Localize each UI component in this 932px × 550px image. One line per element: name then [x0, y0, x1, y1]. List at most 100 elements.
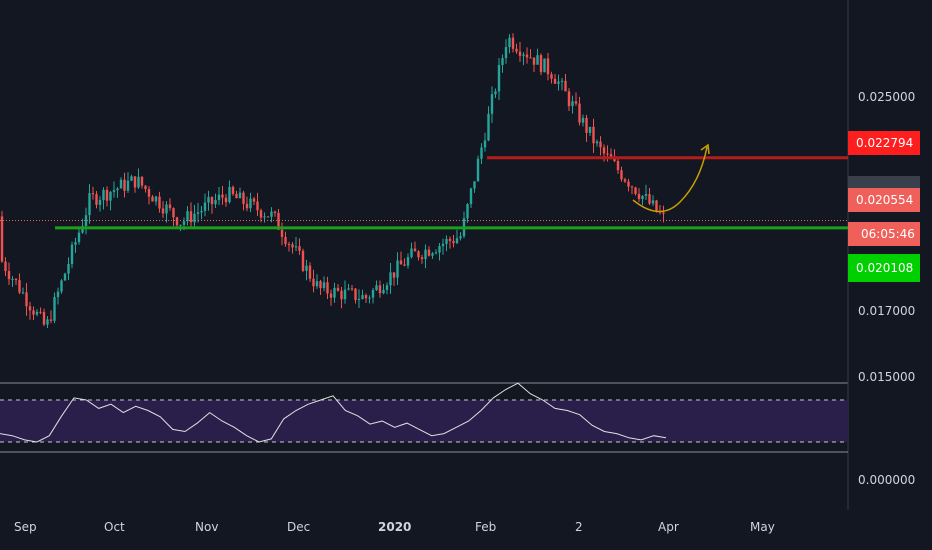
time-axis[interactable]: Sep Oct Nov Dec 2020 Feb 2 Apr May	[14, 520, 775, 534]
candle-body	[438, 246, 441, 253]
candle-body	[571, 101, 574, 107]
candle-body	[39, 311, 42, 313]
time-tick: Sep	[14, 520, 37, 534]
candle-body	[112, 190, 116, 192]
candle-body	[340, 290, 343, 300]
candle-body	[322, 282, 326, 289]
candle-body	[95, 194, 98, 205]
candle-body	[532, 57, 536, 65]
candle-body	[259, 210, 263, 218]
price-tick: 0.025000	[858, 90, 915, 104]
price-tags: 0.022794 0.020554 06:05:46 0.020108	[848, 131, 920, 282]
projection-arrow	[632, 143, 710, 213]
candle-body	[343, 289, 347, 300]
time-tick: 2	[575, 520, 583, 534]
candle-body	[602, 147, 606, 154]
candle-body	[648, 194, 651, 204]
candle-body	[399, 260, 403, 265]
candle-body	[21, 292, 25, 294]
candle-body	[133, 176, 137, 188]
candle-body	[480, 147, 483, 159]
time-tick-year: 2020	[378, 520, 411, 534]
candle-body	[312, 278, 315, 287]
candle-body	[137, 176, 140, 188]
candle-body	[18, 280, 21, 293]
candle-body	[434, 252, 438, 254]
candle-body	[119, 179, 123, 189]
candle-body	[116, 188, 119, 191]
candle-body	[301, 250, 305, 271]
candle-body	[186, 211, 189, 222]
candle-body	[32, 310, 35, 315]
candle-body	[511, 37, 515, 49]
candle-body	[256, 201, 259, 211]
candle-body	[627, 181, 630, 187]
price-tick: 0.015000	[858, 370, 915, 384]
candle-body	[574, 101, 578, 104]
candle-body	[364, 295, 368, 299]
candle-body	[504, 47, 508, 59]
candle-body	[557, 81, 560, 84]
candle-body	[147, 189, 151, 197]
candle-body	[466, 204, 469, 219]
candle-body	[497, 64, 501, 92]
price-tick: 0.017000	[858, 304, 915, 318]
candle-body	[634, 187, 637, 194]
candle-body	[490, 94, 494, 114]
candle-body	[270, 211, 273, 217]
candle-body	[469, 188, 473, 205]
candle-body	[476, 158, 480, 182]
projection-curve	[632, 146, 708, 213]
candle-body	[203, 202, 207, 211]
candle-body	[606, 153, 609, 155]
candle-body	[378, 285, 382, 294]
candle-body	[60, 280, 63, 292]
candle-body	[550, 74, 553, 79]
support-price-tag: 0.020108	[848, 254, 920, 282]
candle-body	[245, 203, 249, 209]
candle-body	[235, 193, 238, 199]
candle-body	[333, 287, 336, 298]
candle-body	[441, 243, 445, 247]
candle-body	[445, 238, 448, 244]
candle-body	[410, 248, 413, 258]
candle-body	[46, 319, 49, 325]
candle-body	[539, 55, 543, 73]
candle-body	[193, 213, 196, 223]
candle-body	[284, 236, 287, 245]
time-tick: Feb	[475, 520, 496, 534]
candle-body	[28, 306, 32, 311]
candle-body	[179, 224, 182, 226]
candle-body	[294, 246, 298, 248]
last-price-value: 0.020554	[856, 193, 913, 207]
resistance-price-value: 0.022794	[856, 136, 913, 150]
candle-body	[67, 264, 70, 274]
candle-body	[578, 103, 581, 123]
candle-body	[189, 211, 193, 223]
candle-body	[448, 238, 452, 241]
countdown-tag: 06:05:46	[848, 222, 920, 246]
candle-body	[4, 261, 7, 272]
candle-body	[487, 113, 490, 141]
candle-body	[396, 260, 399, 278]
candle-body	[651, 200, 655, 204]
candle-body	[158, 196, 161, 209]
candle-body	[210, 197, 214, 205]
candle-body	[77, 232, 81, 243]
candle-body	[585, 117, 588, 133]
candle-body	[0, 216, 4, 262]
time-tick: Dec	[287, 520, 310, 534]
candle-body	[84, 215, 88, 226]
candle-body	[655, 200, 658, 212]
price-axis[interactable]: 0.025000 0.017000 0.015000 0.000000	[858, 90, 915, 487]
candle-body	[102, 189, 105, 201]
candle-body	[564, 80, 567, 92]
candle-body	[473, 181, 476, 189]
candle-body	[63, 273, 67, 281]
time-tick: Nov	[195, 520, 218, 534]
candle-body	[536, 55, 539, 65]
candle-body	[242, 192, 245, 204]
candle-body	[427, 249, 431, 256]
